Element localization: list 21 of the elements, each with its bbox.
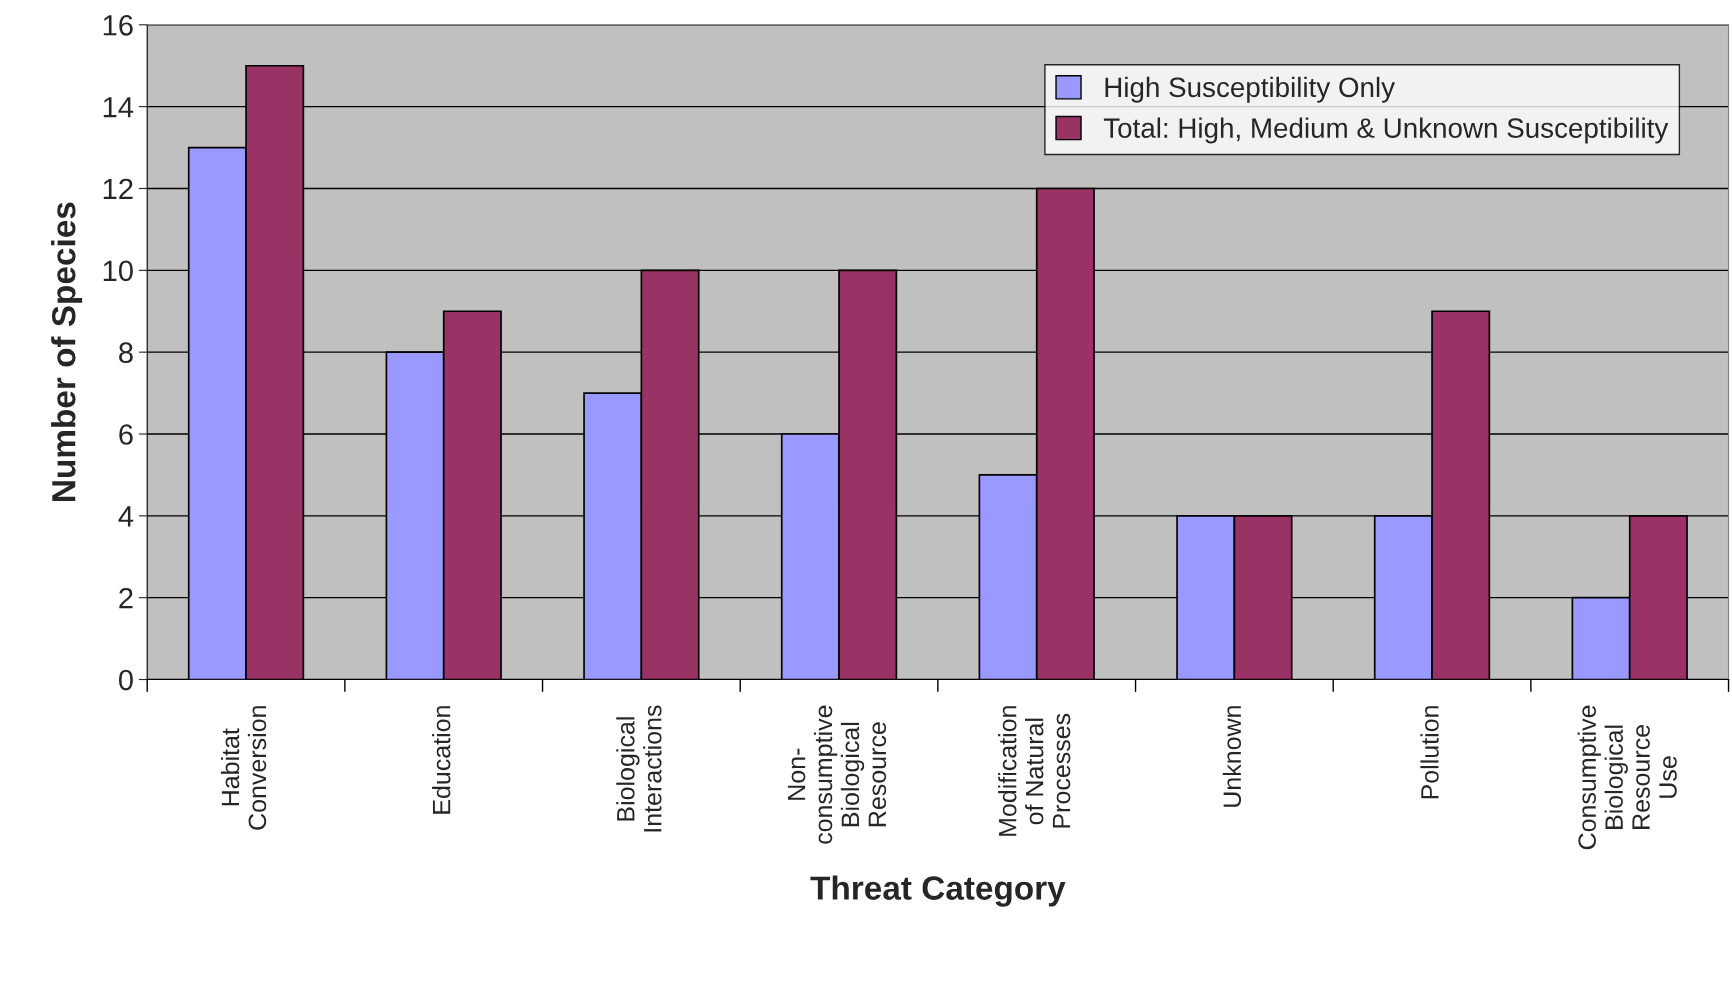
x-tick-label: Modification of Natural Processes xyxy=(998,706,1071,836)
y-tick-label: 10 xyxy=(103,260,133,282)
y-tick-label: 2 xyxy=(119,587,133,609)
x-tick-label: Habitat Conversion xyxy=(220,706,267,830)
y-tick-label: 4 xyxy=(118,506,134,527)
x-tick-label: Education xyxy=(432,706,451,814)
y-tick-label: 0 xyxy=(118,669,133,691)
x-tick-label: Non- consumptive Biological Resource xyxy=(787,705,887,844)
y-tick-label: 16 xyxy=(103,15,133,36)
y-tick-label: 8 xyxy=(119,342,133,364)
x-tick-label: Unknown xyxy=(1222,706,1242,807)
x-tick-label: Biological Interactions xyxy=(616,705,662,832)
legend-label: High Susceptibility Only xyxy=(1105,76,1395,103)
y-tick-label: 14 xyxy=(103,97,134,118)
x-tick-label: Consumptive Biological Resource Use xyxy=(1577,705,1677,850)
y-tick-label: 12 xyxy=(103,178,133,200)
y-tick-label: 6 xyxy=(119,424,133,445)
x-axis-title: Threat Category xyxy=(810,875,1066,907)
x-tick-label: Pollution xyxy=(1420,706,1439,799)
y-axis-title: Number of Species xyxy=(51,202,83,501)
legend-label: Total: High, Medium & Unknown Susceptibility xyxy=(1103,117,1669,144)
